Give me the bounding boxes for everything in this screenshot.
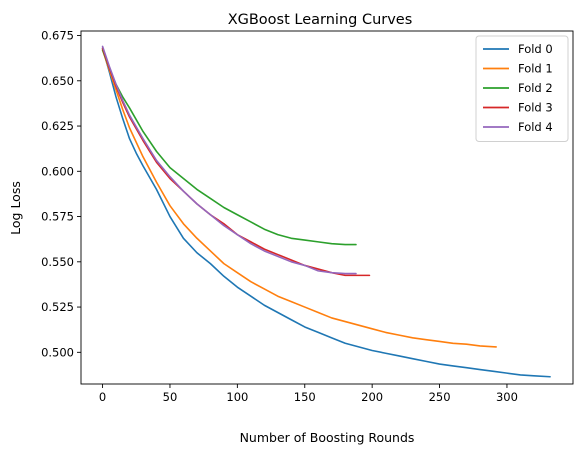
x-tick-label: 50 bbox=[163, 390, 178, 404]
y-tick-label: 0.550 bbox=[41, 255, 74, 269]
series-line-fold-3 bbox=[101, 47, 371, 277]
x-tick-label: 0 bbox=[99, 390, 106, 404]
x-axis-label: Number of Boosting Rounds bbox=[240, 430, 415, 445]
x-tick-label: 250 bbox=[429, 390, 451, 404]
legend-entry: Fold 4 bbox=[518, 120, 553, 134]
series-line-fold-2 bbox=[101, 49, 357, 246]
legend: Fold 0 Fold 1 Fold 2 Fold 3 Fold 4 bbox=[475, 35, 569, 142]
y-tick-label: 0.525 bbox=[41, 300, 74, 314]
x-tick-label: 200 bbox=[361, 390, 383, 404]
x-tick-label: 150 bbox=[294, 390, 316, 404]
y-tick-label: 0.625 bbox=[41, 119, 74, 133]
series-line-fold-0 bbox=[101, 47, 551, 378]
legend-entry: Fold 1 bbox=[518, 62, 553, 76]
y-tick-label: 0.650 bbox=[41, 74, 74, 88]
y-axis-ticks: 0.500 0.525 0.550 0.575 0.600 0.625 0.650 0.675 bbox=[41, 29, 81, 359]
legend-entry: Fold 3 bbox=[518, 101, 553, 115]
y-tick-label: 0.600 bbox=[41, 164, 74, 178]
series-layer bbox=[101, 45, 551, 378]
series-line-fold-4 bbox=[101, 45, 357, 275]
plot-area-border bbox=[80, 30, 574, 385]
x-tick-label: 300 bbox=[496, 390, 518, 404]
series-line-fold-1 bbox=[101, 49, 497, 348]
plot-frame bbox=[80, 30, 574, 385]
legend-entry: Fold 2 bbox=[518, 81, 553, 95]
chart-title: XGBoost Learning Curves bbox=[228, 12, 413, 28]
x-axis-ticks: 0 50 100 150 200 250 300 bbox=[99, 384, 518, 404]
y-tick-label: 0.575 bbox=[41, 210, 74, 224]
y-axis-label: Log Loss bbox=[8, 181, 23, 235]
legend-box bbox=[475, 35, 569, 142]
y-tick-label: 0.675 bbox=[41, 29, 74, 43]
y-tick-label: 0.500 bbox=[41, 345, 74, 359]
x-tick-label: 100 bbox=[226, 390, 248, 404]
legend-entry: Fold 0 bbox=[518, 42, 553, 56]
